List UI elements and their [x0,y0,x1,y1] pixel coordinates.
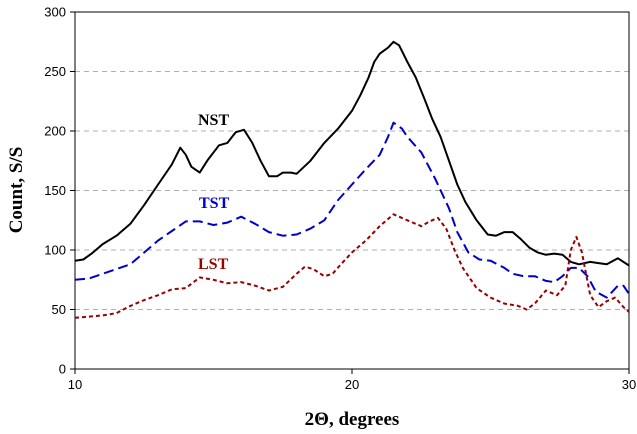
y-axis-title: Count, S/S [6,147,27,234]
series-line-tst [74,121,630,299]
y-tick-label: 200 [44,124,66,139]
series-label-lst: LST [198,256,229,273]
series-label-nst: NST [198,112,229,129]
series-lines [74,40,630,319]
y-tick-label: 0 [59,362,66,377]
x-axis-title: 2Θ, degrees [305,409,400,430]
x-tick-label: 20 [345,377,359,392]
x-tick-label: 10 [68,377,82,392]
axis-ticks: 0 50 100 150 200 250 300 10 20 30 [44,5,636,393]
series-label-tst: TST [199,195,230,212]
series-line-lst [74,213,630,319]
x-tick-label: 30 [622,377,636,392]
series-line-nst [74,40,630,267]
y-tick-label: 50 [52,302,66,317]
y-tick-label: 300 [44,5,66,20]
y-tick-label: 150 [44,183,66,198]
y-tick-label: 250 [44,64,66,79]
grid-lines [75,71,629,310]
y-tick-label: 100 [44,243,66,258]
